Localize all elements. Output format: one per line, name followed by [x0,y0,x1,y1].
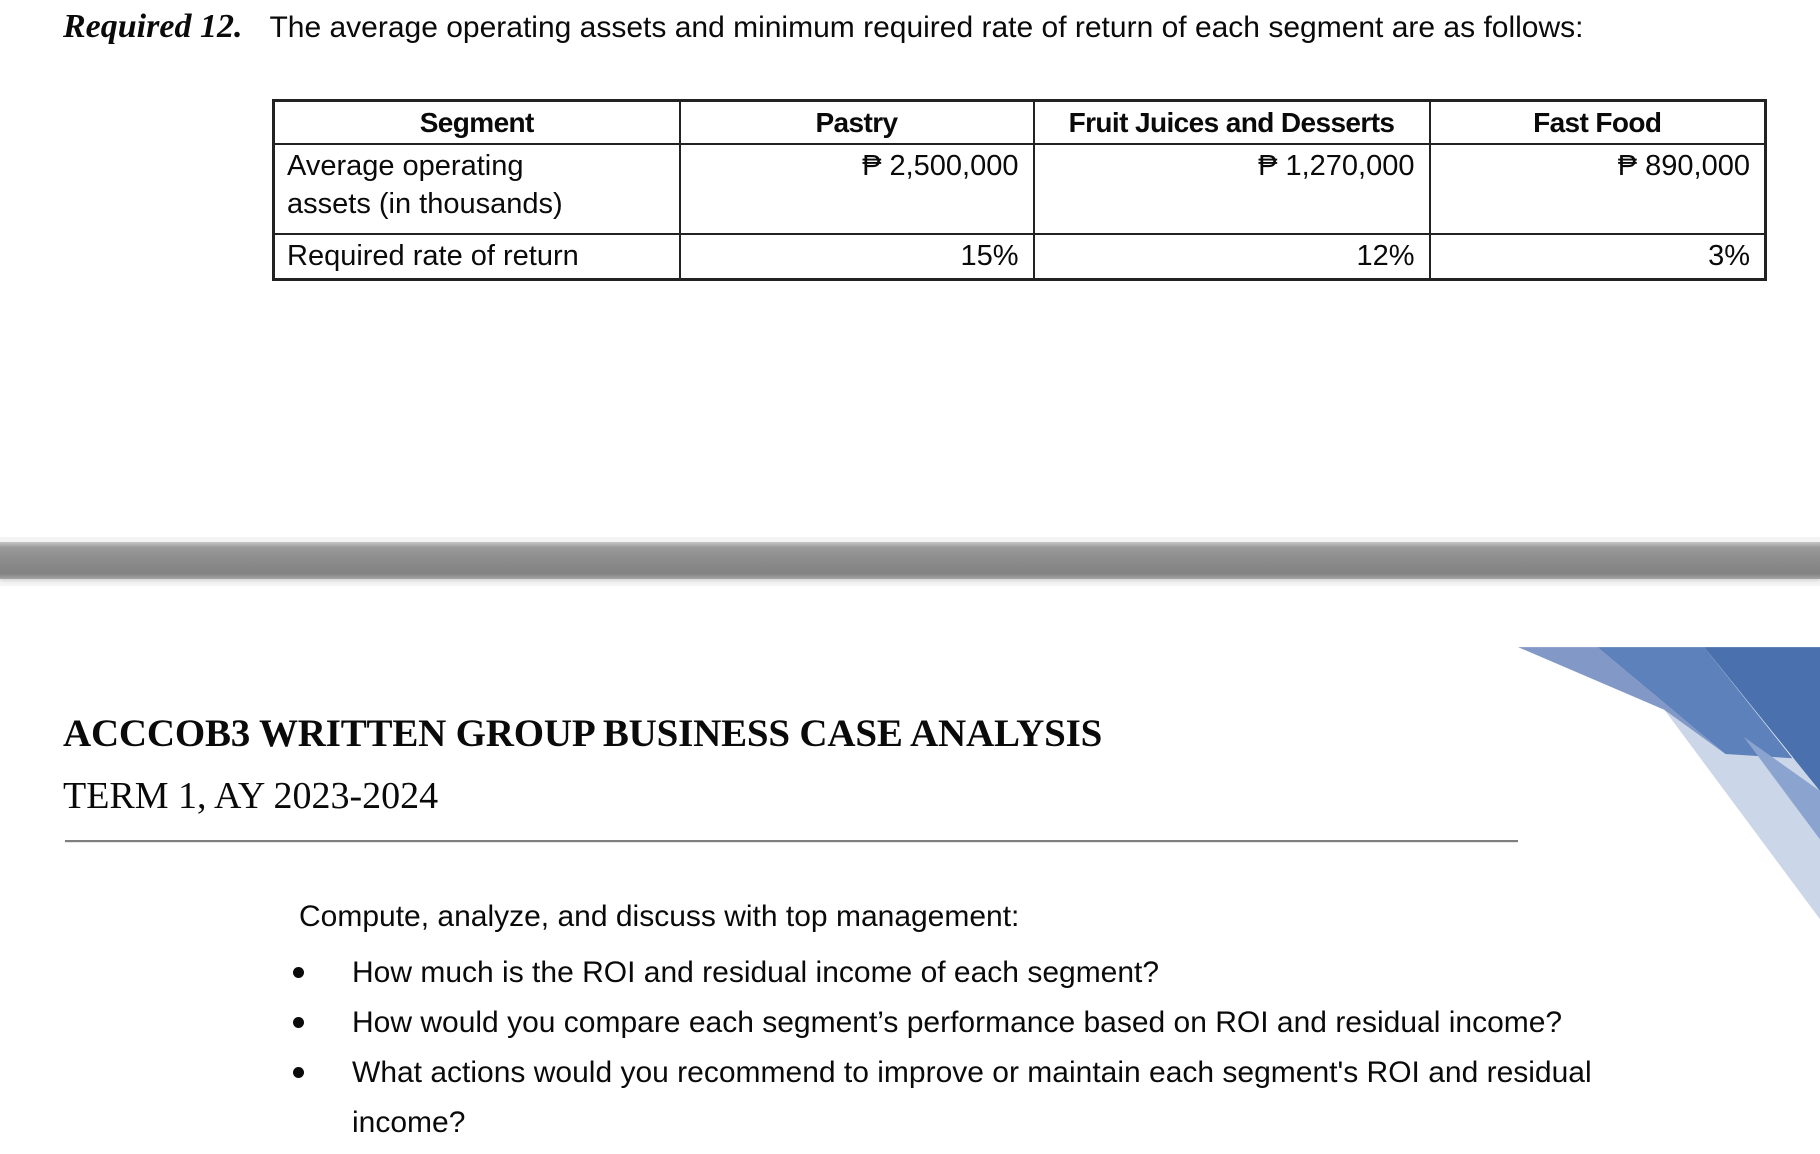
header-segment: Segment [272,99,681,145]
intro-line: Required 12. The average operating assets… [63,8,1583,46]
corner-decoration [1515,640,1820,925]
question-text: What actions would you recommend to impr… [352,1056,1592,1139]
ror-pastry-value: 15% [678,233,1035,280]
list-item: What actions would you recommend to impr… [293,1048,1592,1148]
row-label-cell: Average operating assets (in thousands) [272,143,681,235]
assets-fast-food-value: ₱ 890,000 [1428,143,1767,235]
bullet-icon [293,1067,304,1078]
row-label-cell: Required rate of return [272,233,681,280]
page-separator-bar [0,542,1820,579]
header-fruit-juices: Fruit Juices and Desserts [1032,99,1431,145]
header-pastry: Pastry [678,99,1035,145]
ror-fast-food-value: 3% [1428,233,1767,280]
assets-fruit-juices-value: ₱ 1,270,000 [1032,143,1431,235]
header-fast-food: Fast Food [1428,99,1767,145]
question-list: How much is the ROI and residual income … [293,948,1592,1148]
decorative-triangle-overlap [1743,736,1820,840]
decorative-triangle-pale [1664,709,1820,920]
decorative-triangle-left [1518,647,1726,754]
page-2: ACCCOB3 WRITTEN GROUP BUSINESS CASE ANAL… [0,586,1820,1154]
intro-text: The average operating assets and minimum… [269,11,1584,44]
question-text: How much is the ROI and residual income … [352,956,1160,989]
question-text: How would you compare each segment’s per… [352,1006,1563,1039]
case-title: ACCCOB3 WRITTEN GROUP BUSINESS CASE ANAL… [63,712,1103,755]
bullet-icon [293,1017,304,1028]
title-divider [65,840,1518,843]
term-subtitle: TERM 1, AY 2023-2024 [63,775,439,817]
table-row-required-rate: Required rate of return 15% 12% 3% [272,233,1767,280]
list-item: How would you compare each segment’s per… [293,998,1592,1048]
ror-fruit-juices-value: 12% [1032,233,1431,280]
table-header-row: Segment Pastry Fruit Juices and Desserts… [272,99,1767,145]
required-heading: Required 12. [63,8,243,45]
decorative-triangle-dark [1704,647,1820,792]
row-label-line: assets (in thousands) [287,188,563,220]
list-item: How much is the ROI and residual income … [293,948,1592,998]
assets-pastry-value: ₱ 2,500,000 [678,143,1035,235]
table-row-average-operating-assets: Average operating assets (in thousands) … [272,143,1767,235]
page-separator [0,537,1820,586]
row-label-line: Average operating [287,150,524,182]
bullet-icon [293,967,304,978]
segment-table: Segment Pastry Fruit Juices and Desserts… [272,99,1767,281]
lead-text: Compute, analyze, and discuss with top m… [299,900,1020,933]
page-1: Required 12. The average operating assets… [0,0,1820,537]
decorative-triangle-mid [1597,647,1793,759]
